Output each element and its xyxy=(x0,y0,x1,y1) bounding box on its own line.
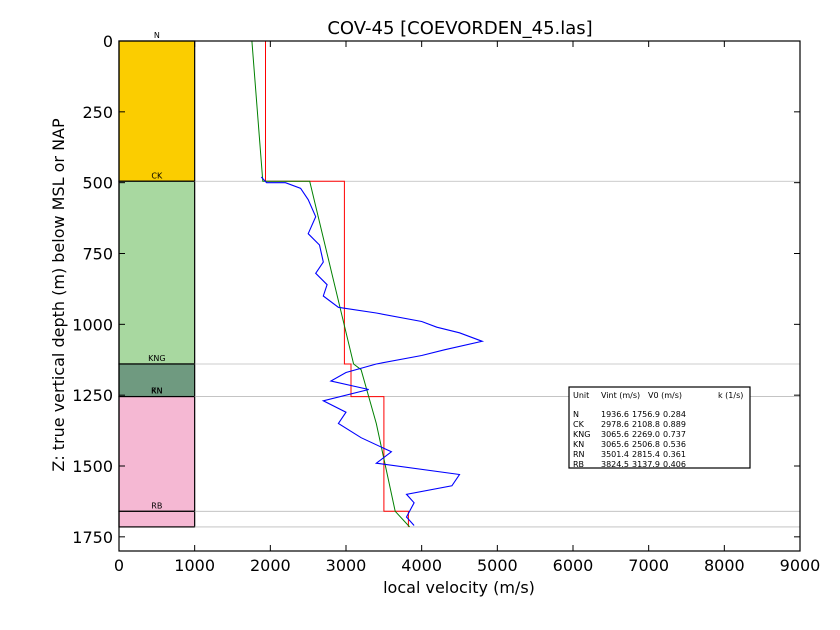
x-tick-label: 9000 xyxy=(780,556,821,575)
legend-cell: RN xyxy=(573,450,585,459)
legend-cell: KN xyxy=(573,440,584,449)
legend-cell: 3824.5 xyxy=(601,460,629,469)
y-tick-label: 1500 xyxy=(72,457,113,476)
legend-header-cell: k (1/s) xyxy=(718,391,743,400)
plot-frame xyxy=(118,40,801,552)
y-axis-label: Z: true vertical depth (m) below MSL or … xyxy=(49,118,68,472)
unit-block-rb xyxy=(118,510,196,528)
series-line-2 xyxy=(260,176,485,526)
legend-header-cell: Vint (m/s) xyxy=(601,391,640,400)
velocity-series xyxy=(251,40,485,528)
unit-boundary-lines xyxy=(194,180,800,528)
y-axis-ticks: 0 250 500 750 1000 1250 1500 1750 xyxy=(72,32,800,547)
legend-cell: 3501.4 xyxy=(601,450,629,459)
series-line-1 xyxy=(251,40,410,528)
x-axis-label: local velocity (m/s) xyxy=(383,578,535,597)
legend-header-cell: V0 (m/s) xyxy=(648,391,682,400)
series-line-0 xyxy=(265,41,409,527)
y-tick-label: 1250 xyxy=(72,386,113,405)
legend-cell: 0.406 xyxy=(663,460,686,469)
x-axis-ticks: 0 1000 2000 3000 4000 5000 6000 7000 8000 9000 xyxy=(114,41,820,575)
legend-cell: 1756.9 xyxy=(632,410,660,419)
x-tick-label: 7000 xyxy=(628,556,669,575)
x-tick-label: 4000 xyxy=(401,556,442,575)
y-tick-label: 1000 xyxy=(72,315,113,334)
legend-cell: 3065.6 xyxy=(601,440,629,449)
legend-table: Unit Vint (m/s) V0 (m/s) k (1/s) N 1936.6 1756… xyxy=(568,386,751,469)
unit-block-ck xyxy=(118,180,196,365)
y-tick-label: 0 xyxy=(103,32,113,51)
legend-cell: 2506.8 xyxy=(632,440,660,449)
unit-label-kng: KNG xyxy=(148,354,165,363)
y-tick-label: 1750 xyxy=(72,528,113,547)
unit-label-rb: RB xyxy=(151,501,162,510)
legend-cell: CK xyxy=(573,420,585,429)
unit-block-n xyxy=(118,40,196,182)
legend-cell: 2978.6 xyxy=(601,420,629,429)
unit-label-n: N xyxy=(154,31,160,40)
legend-cell: RB xyxy=(573,460,584,469)
legend-cell: 1936.6 xyxy=(601,410,629,419)
legend-cell: 0.284 xyxy=(663,410,686,419)
legend-cell: 0.737 xyxy=(663,430,686,439)
legend-cell: KNG xyxy=(573,430,590,439)
legend-cell: 0.889 xyxy=(663,420,686,429)
unit-label-ck: CK xyxy=(151,171,163,180)
x-tick-label: 2000 xyxy=(250,556,291,575)
x-tick-label: 1000 xyxy=(174,556,215,575)
x-tick-label: 8000 xyxy=(704,556,745,575)
legend-box xyxy=(568,386,751,469)
y-tick-label: 250 xyxy=(82,103,113,122)
y-tick-label: 750 xyxy=(82,245,113,264)
legend-cell: 3137.9 xyxy=(632,460,660,469)
legend-header-cell: Unit xyxy=(573,391,589,400)
legend-cell: 0.361 xyxy=(663,450,686,459)
legend-cell: 0.536 xyxy=(663,440,686,449)
legend-cell: 2815.4 xyxy=(632,450,660,459)
legend-cell: 3065.6 xyxy=(601,430,629,439)
legend-cell: 2269.0 xyxy=(632,430,660,439)
legend-cell: N xyxy=(573,410,579,419)
x-tick-label: 3000 xyxy=(326,556,367,575)
unit-block-rn xyxy=(118,395,196,512)
unit-label-kn: KN xyxy=(151,387,162,396)
x-tick-label: 6000 xyxy=(553,556,594,575)
y-tick-label: 500 xyxy=(82,174,113,193)
x-tick-label: 0 xyxy=(114,556,124,575)
unit-label-rn: RN xyxy=(151,387,163,396)
chart-title: COV-45 [COEVORDEN_45.las] xyxy=(327,18,592,39)
legend-cell: 2108.8 xyxy=(632,420,660,429)
x-tick-label: 5000 xyxy=(477,556,518,575)
